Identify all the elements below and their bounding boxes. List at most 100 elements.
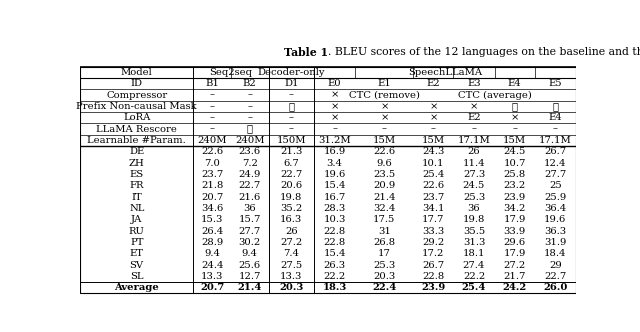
Text: 29.6: 29.6 (504, 238, 525, 247)
Text: 34.6: 34.6 (201, 204, 223, 213)
Text: 20.9: 20.9 (373, 181, 396, 190)
Text: B2: B2 (243, 79, 257, 88)
Text: 33.9: 33.9 (504, 226, 525, 236)
Text: ×: × (380, 102, 388, 111)
Text: –: – (210, 113, 214, 122)
Text: 240M: 240M (197, 136, 227, 145)
Text: 24.2: 24.2 (502, 283, 527, 292)
Text: 35.5: 35.5 (463, 226, 485, 236)
Text: 19.6: 19.6 (544, 215, 566, 224)
Text: 36: 36 (468, 204, 480, 213)
Text: 15.4: 15.4 (323, 249, 346, 258)
Text: 19.8: 19.8 (280, 193, 303, 202)
Text: 10.3: 10.3 (323, 215, 346, 224)
Text: E2: E2 (426, 79, 440, 88)
Text: 27.7: 27.7 (544, 170, 566, 179)
Text: 27.2: 27.2 (504, 261, 525, 270)
Text: 15.4: 15.4 (323, 181, 346, 190)
Text: 22.2: 22.2 (463, 272, 485, 281)
Text: 31.2M: 31.2M (318, 136, 351, 145)
Text: 17.1M: 17.1M (458, 136, 490, 145)
Text: 7.4: 7.4 (284, 249, 300, 258)
Text: –: – (247, 91, 252, 100)
Text: 17.2: 17.2 (422, 249, 445, 258)
Text: Decoder-only: Decoder-only (257, 68, 325, 77)
Text: SV: SV (130, 261, 144, 270)
Text: FR: FR (129, 181, 144, 190)
Text: E5: E5 (548, 79, 562, 88)
Text: E0: E0 (328, 79, 342, 88)
Text: 24.4: 24.4 (201, 261, 223, 270)
Text: 25.8: 25.8 (504, 170, 525, 179)
Text: 26.7: 26.7 (544, 147, 566, 156)
Text: Seq2seq: Seq2seq (209, 68, 252, 77)
Text: 12.7: 12.7 (239, 272, 261, 281)
Text: 23.6: 23.6 (239, 147, 261, 156)
Text: 22.6: 22.6 (422, 181, 444, 190)
Text: 22.4: 22.4 (372, 283, 397, 292)
Text: 24.9: 24.9 (239, 170, 261, 179)
Text: 13.3: 13.3 (280, 272, 303, 281)
Text: Learnable #Param.: Learnable #Param. (87, 136, 186, 145)
Text: 25.4: 25.4 (462, 283, 486, 292)
Text: SL: SL (130, 272, 143, 281)
Text: 22.8: 22.8 (422, 272, 444, 281)
Text: 28.9: 28.9 (201, 238, 223, 247)
Text: 34.2: 34.2 (504, 204, 526, 213)
Text: IT: IT (131, 193, 142, 202)
Text: . BLEU scores of the 12 languages on the baseline and the proposed models.: . BLEU scores of the 12 languages on the… (328, 47, 640, 57)
Text: –: – (247, 102, 252, 111)
Text: ES: ES (130, 170, 144, 179)
Text: 22.7: 22.7 (280, 170, 302, 179)
Bar (80, 67, 576, 293)
Text: ×: × (429, 113, 438, 122)
Text: 27.2: 27.2 (280, 238, 302, 247)
Text: LoRA: LoRA (123, 113, 150, 122)
Text: B1: B1 (205, 79, 219, 88)
Text: 20.6: 20.6 (280, 181, 302, 190)
Text: 17.1M: 17.1M (539, 136, 572, 145)
Text: 21.4: 21.4 (373, 193, 396, 202)
Text: Compressor: Compressor (106, 91, 167, 100)
Text: 17.7: 17.7 (422, 215, 445, 224)
Text: 150M: 150M (276, 136, 306, 145)
Text: 7.2: 7.2 (242, 159, 258, 168)
Text: 27.3: 27.3 (463, 170, 485, 179)
Text: 15.7: 15.7 (239, 215, 261, 224)
Text: CTC (remove): CTC (remove) (349, 91, 420, 100)
Text: 36.4: 36.4 (544, 204, 566, 213)
Text: 21.8: 21.8 (201, 181, 223, 190)
Text: 36: 36 (243, 204, 256, 213)
Text: 15M: 15M (503, 136, 526, 145)
Text: –: – (553, 124, 558, 133)
Text: RU: RU (129, 226, 145, 236)
Text: 240M: 240M (235, 136, 264, 145)
Text: 23.9: 23.9 (421, 283, 445, 292)
Text: Prefix Non-causal Mask: Prefix Non-causal Mask (76, 102, 197, 111)
Text: 17: 17 (378, 249, 391, 258)
Text: 18.1: 18.1 (463, 249, 485, 258)
Text: CTC (average): CTC (average) (458, 90, 532, 100)
Text: E1: E1 (378, 79, 391, 88)
Text: E3: E3 (467, 79, 481, 88)
Text: 16.3: 16.3 (280, 215, 302, 224)
Text: 17.9: 17.9 (504, 249, 526, 258)
Text: Model: Model (121, 68, 152, 77)
Text: 15M: 15M (422, 136, 445, 145)
Text: 27.5: 27.5 (280, 261, 302, 270)
Text: –: – (289, 124, 294, 133)
Text: 21.4: 21.4 (237, 283, 262, 292)
Text: 3.4: 3.4 (326, 159, 342, 168)
Text: 16.9: 16.9 (323, 147, 346, 156)
Text: 16.7: 16.7 (323, 193, 346, 202)
Text: ×: × (511, 113, 519, 122)
Text: E4: E4 (508, 79, 522, 88)
Text: –: – (512, 124, 517, 133)
Text: –: – (210, 91, 214, 100)
Text: 27.4: 27.4 (463, 261, 485, 270)
Text: E4: E4 (548, 113, 562, 122)
Text: PT: PT (130, 238, 143, 247)
Text: 25.3: 25.3 (463, 193, 485, 202)
Text: ET: ET (130, 249, 143, 258)
Text: 29.2: 29.2 (422, 238, 444, 247)
